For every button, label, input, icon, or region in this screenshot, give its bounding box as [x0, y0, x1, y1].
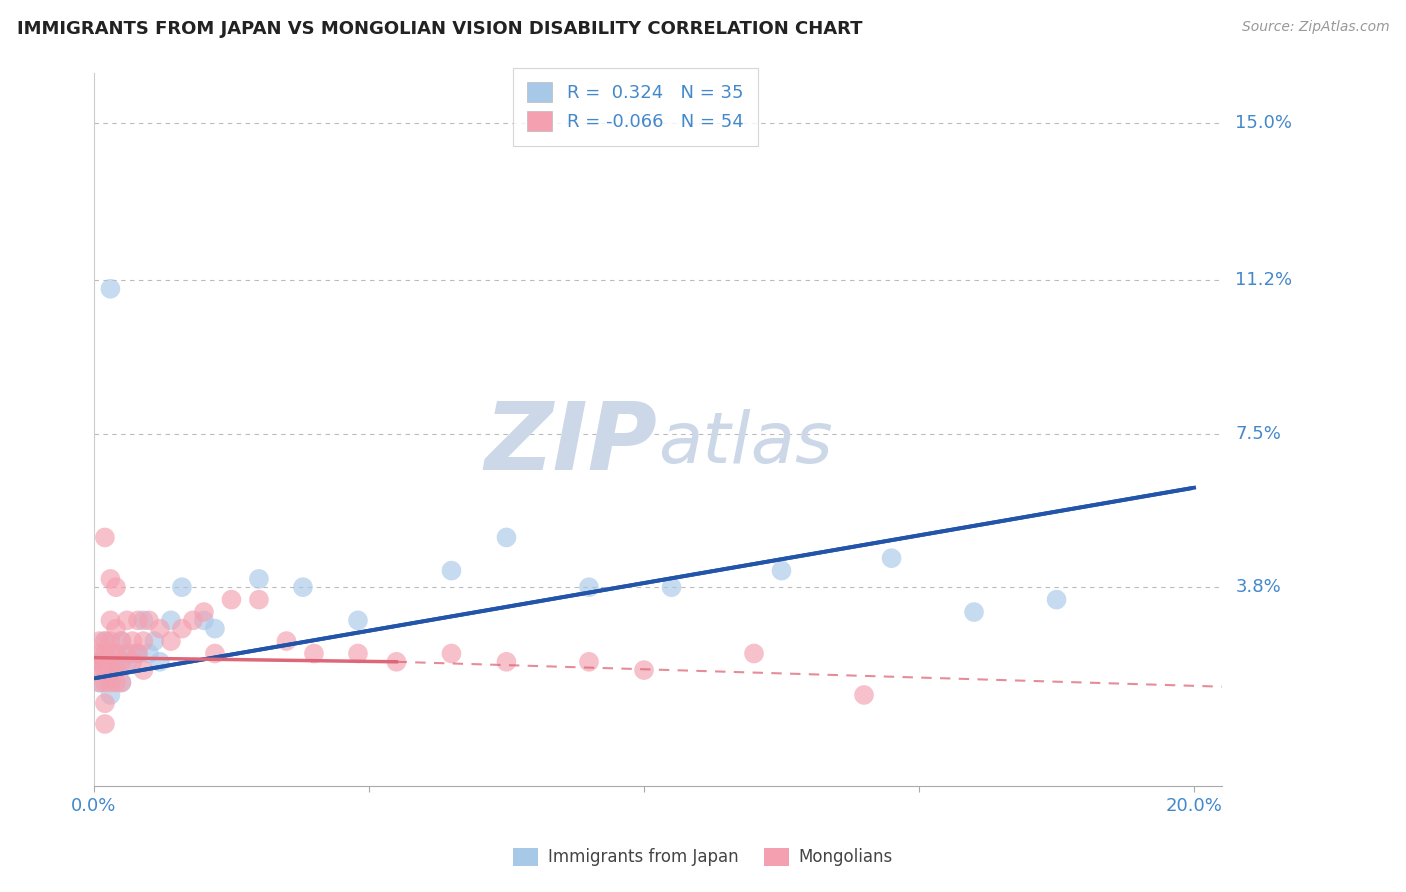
Mongolians: [100, 634, 122, 648]
Text: 7.5%: 7.5%: [1236, 425, 1281, 442]
Mongolians: [495, 655, 517, 669]
Mongolians: [104, 675, 127, 690]
Text: Source: ZipAtlas.com: Source: ZipAtlas.com: [1241, 20, 1389, 34]
Immigrants from Japan: [115, 655, 138, 669]
Immigrants from Japan: [104, 663, 127, 677]
Immigrants from Japan: [94, 647, 117, 661]
Mongolians: [100, 572, 122, 586]
Mongolians: [160, 634, 183, 648]
Text: 11.2%: 11.2%: [1236, 271, 1292, 290]
Mongolians: [94, 675, 117, 690]
Mongolians: [121, 655, 143, 669]
Legend: R =  0.324   N = 35, R = -0.066   N = 54: R = 0.324 N = 35, R = -0.066 N = 54: [513, 68, 758, 145]
Mongolians: [127, 613, 149, 627]
Mongolians: [181, 613, 204, 627]
Text: 15.0%: 15.0%: [1236, 114, 1292, 132]
Mongolians: [127, 647, 149, 661]
Mongolians: [104, 663, 127, 677]
Mongolians: [89, 675, 111, 690]
Mongolians: [94, 663, 117, 677]
Immigrants from Japan: [104, 647, 127, 661]
Immigrants from Japan: [110, 634, 132, 648]
Mongolians: [221, 592, 243, 607]
Mongolians: [94, 531, 117, 545]
Mongolians: [385, 655, 408, 669]
Mongolians: [89, 655, 111, 669]
Mongolians: [204, 647, 226, 661]
Mongolians: [170, 622, 193, 636]
Immigrants from Japan: [661, 580, 683, 594]
Immigrants from Japan: [143, 634, 166, 648]
Mongolians: [440, 647, 463, 661]
Mongolians: [94, 696, 117, 710]
Immigrants from Japan: [100, 688, 122, 702]
Mongolians: [94, 634, 117, 648]
Mongolians: [110, 634, 132, 648]
Immigrants from Japan: [880, 551, 903, 566]
Mongolians: [89, 634, 111, 648]
Text: 3.8%: 3.8%: [1236, 578, 1281, 596]
Immigrants from Japan: [149, 655, 172, 669]
Mongolians: [347, 647, 370, 661]
Mongolians: [100, 613, 122, 627]
Mongolians: [94, 717, 117, 731]
Immigrants from Japan: [440, 564, 463, 578]
Immigrants from Japan: [138, 647, 160, 661]
Mongolians: [94, 655, 117, 669]
Mongolians: [94, 647, 117, 661]
Mongolians: [302, 647, 325, 661]
Mongolians: [115, 613, 138, 627]
Mongolians: [247, 592, 270, 607]
Mongolians: [742, 647, 765, 661]
Mongolians: [121, 634, 143, 648]
Immigrants from Japan: [170, 580, 193, 594]
Immigrants from Japan: [89, 675, 111, 690]
Mongolians: [104, 580, 127, 594]
Mongolians: [104, 622, 127, 636]
Immigrants from Japan: [578, 580, 600, 594]
Mongolians: [100, 647, 122, 661]
Immigrants from Japan: [770, 564, 793, 578]
Mongolians: [110, 675, 132, 690]
Mongolians: [100, 675, 122, 690]
Immigrants from Japan: [204, 622, 226, 636]
Immigrants from Japan: [100, 282, 122, 296]
Mongolians: [115, 647, 138, 661]
Mongolians: [138, 613, 160, 627]
Immigrants from Japan: [495, 531, 517, 545]
Immigrants from Japan: [100, 655, 122, 669]
Immigrants from Japan: [291, 580, 314, 594]
Immigrants from Japan: [347, 613, 370, 627]
Mongolians: [132, 634, 155, 648]
Immigrants from Japan: [127, 647, 149, 661]
Immigrants from Japan: [110, 675, 132, 690]
Legend: Immigrants from Japan, Mongolians: Immigrants from Japan, Mongolians: [505, 839, 901, 875]
Immigrants from Japan: [1045, 592, 1067, 607]
Immigrants from Japan: [132, 613, 155, 627]
Mongolians: [193, 605, 215, 619]
Immigrants from Japan: [247, 572, 270, 586]
Mongolians: [633, 663, 655, 677]
Immigrants from Japan: [100, 672, 122, 686]
Immigrants from Japan: [193, 613, 215, 627]
Immigrants from Japan: [160, 613, 183, 627]
Immigrants from Japan: [89, 655, 111, 669]
Mongolians: [89, 647, 111, 661]
Text: atlas: atlas: [658, 409, 832, 478]
Mongolians: [578, 655, 600, 669]
Text: IMMIGRANTS FROM JAPAN VS MONGOLIAN VISION DISABILITY CORRELATION CHART: IMMIGRANTS FROM JAPAN VS MONGOLIAN VISIO…: [17, 20, 862, 37]
Immigrants from Japan: [963, 605, 986, 619]
Mongolians: [149, 622, 172, 636]
Mongolians: [104, 647, 127, 661]
Text: ZIP: ZIP: [485, 398, 658, 490]
Mongolians: [132, 663, 155, 677]
Mongolians: [100, 663, 122, 677]
Mongolians: [276, 634, 298, 648]
Mongolians: [110, 655, 132, 669]
Immigrants from Japan: [121, 647, 143, 661]
Immigrants from Japan: [94, 634, 117, 648]
Mongolians: [89, 663, 111, 677]
Immigrants from Japan: [94, 663, 117, 677]
Mongolians: [853, 688, 876, 702]
